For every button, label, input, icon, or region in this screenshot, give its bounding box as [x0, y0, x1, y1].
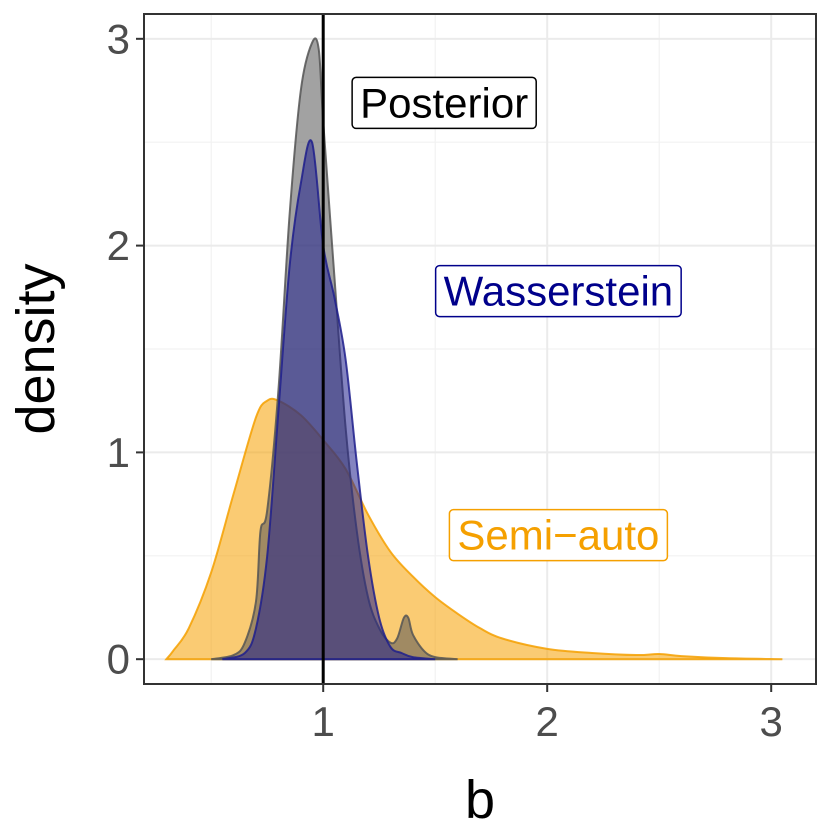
label-box — [434, 264, 682, 318]
y-tick-label: 3 — [107, 15, 130, 62]
label-text: Semi−auto — [457, 512, 659, 559]
y-axis-title: density — [6, 263, 66, 434]
axis-ticks: 1 2 3 0 1 2 3 — [107, 15, 783, 745]
y-tick-label: 1 — [107, 429, 130, 476]
label-text: Posterior — [360, 79, 528, 126]
y-tick-label: 0 — [107, 636, 130, 683]
label-text: Wasserstein — [444, 268, 674, 315]
y-tick-label: 2 — [107, 222, 130, 269]
label-wasserstein: Wasserstein — [434, 264, 682, 318]
label-semi-auto: Semi−auto — [448, 508, 669, 562]
x-tick-label: 2 — [536, 698, 559, 745]
plot-border — [143, 13, 817, 685]
label-box — [351, 76, 537, 130]
annotations: Posterior Wasserstein Semi−auto — [351, 76, 682, 562]
density-areas — [164, 37, 783, 661]
x-tick-label: 1 — [312, 698, 335, 745]
x-axis-title: b — [465, 770, 495, 830]
x-tick-label: 3 — [760, 698, 783, 745]
label-box — [448, 508, 669, 562]
label-posterior: Posterior — [351, 76, 537, 130]
